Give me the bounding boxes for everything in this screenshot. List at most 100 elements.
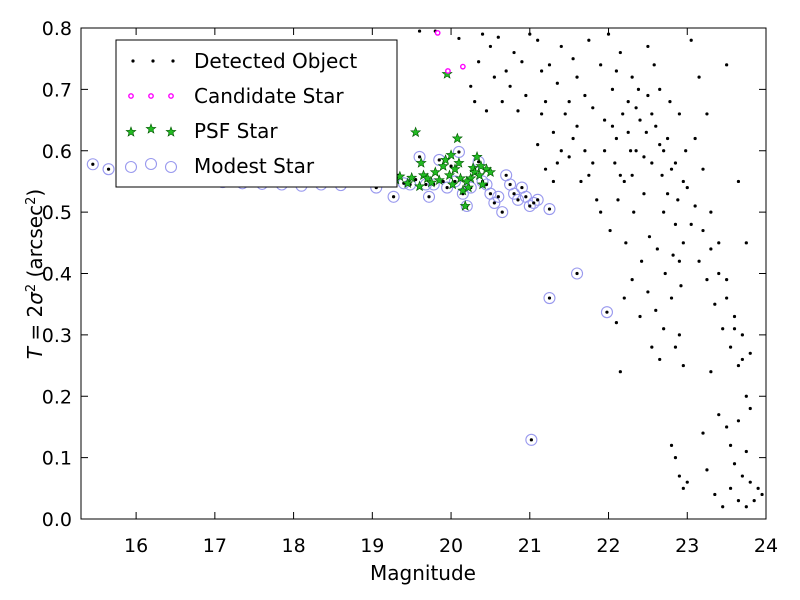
legend-candidate-marker-3	[168, 93, 174, 99]
detected-object-point-72	[516, 109, 520, 113]
detected-object-point-143	[660, 173, 664, 177]
detected-object-point-222	[760, 492, 764, 497]
detected-object-point-188	[721, 327, 725, 331]
modest-star-point-40	[527, 196, 540, 209]
detected-object-point-170	[662, 327, 666, 331]
detected-object-point-167	[638, 314, 642, 319]
modest-star-point-35	[507, 187, 521, 200]
detected-object-point-128	[677, 112, 681, 116]
detected-object-point-153	[634, 106, 638, 110]
psf-star-point-13	[433, 174, 445, 185]
detected-object-point-156	[658, 143, 662, 147]
detected-object-point-162	[646, 93, 650, 98]
y-axis-title-close: )	[23, 189, 47, 197]
psf-star-point-8	[413, 180, 426, 192]
detected-object-point-103	[591, 161, 595, 165]
detected-object-point-177	[614, 321, 619, 325]
psf-star-point-10	[421, 172, 434, 184]
detected-object-point-96	[536, 143, 540, 147]
detected-object-point-79	[540, 69, 544, 73]
legend-modest-label: Modest Star	[194, 154, 315, 178]
detected-object-point-23	[424, 182, 428, 187]
detected-object-point-102	[583, 93, 587, 98]
y-tick-label-6: 0.6	[42, 141, 72, 163]
x-tick-label-18: 18	[281, 535, 305, 557]
modest-star-point-44	[543, 291, 556, 305]
detected-object-point-141	[652, 63, 656, 67]
modest-star-point-47	[441, 181, 454, 194]
detected-object-point-227	[744, 505, 748, 509]
detected-object-point-1	[106, 167, 111, 171]
detected-object-point-150	[610, 124, 615, 128]
detected-object-point-22	[417, 155, 422, 159]
legend-item-modest: Modest Star	[124, 154, 315, 178]
x-tick-label-24: 24	[754, 535, 778, 557]
psf-star-point-19	[451, 132, 463, 144]
detected-object-point-194	[744, 394, 748, 398]
detected-object-point-60	[473, 100, 477, 104]
legend-detected-label: Detected Object	[194, 49, 357, 73]
detected-object-point-163	[662, 149, 666, 153]
detected-object-point-219	[748, 480, 752, 484]
y-tick-label-3: 0.3	[42, 325, 72, 347]
detected-object-point-214	[728, 443, 733, 447]
legend-detected-marker-1	[131, 59, 135, 63]
detected-object-point-178	[618, 370, 622, 374]
x-tick-label-17: 17	[203, 535, 227, 557]
detected-object-point-165	[622, 296, 626, 300]
detected-object-point-85	[563, 112, 567, 116]
legend-psf-marker-3	[165, 126, 177, 137]
y-tick-label-4: 0.4	[42, 264, 72, 286]
detected-object-point-95	[602, 118, 607, 122]
detected-object-point-226	[736, 498, 741, 503]
psf-star-point-24	[467, 162, 479, 173]
modest-star-point-21	[427, 178, 440, 191]
psf-star-point-16	[443, 169, 456, 181]
detected-object-point-145	[668, 100, 672, 104]
detected-object-point-26	[437, 158, 441, 162]
detected-object-point-70	[500, 100, 504, 104]
psf-star-point-5	[402, 177, 414, 189]
detected-object-point-217	[740, 474, 744, 478]
detected-object-point-92	[591, 106, 595, 110]
detected-object-point-46	[516, 198, 520, 202]
detected-object-point-39	[488, 192, 493, 196]
detected-object-point-123	[658, 87, 662, 91]
detected-object-point-161	[630, 173, 634, 177]
detected-object-point-232	[685, 480, 689, 484]
detected-object-point-142	[655, 247, 659, 251]
detected-object-point-42	[500, 210, 504, 214]
y-tick-label-1: 0.1	[42, 448, 72, 470]
detected-object-point-122	[654, 124, 658, 128]
y-axis-title: T = 2σ2 (arcsec2)	[23, 189, 47, 359]
detected-object-point-204	[732, 327, 737, 331]
detected-object-point-184	[705, 278, 709, 282]
detected-object-point-220	[752, 498, 756, 503]
detected-object-point-115	[626, 100, 630, 104]
modest-star-point-32	[496, 206, 509, 219]
detected-object-point-151	[618, 173, 622, 177]
x-tick-label-21: 21	[518, 535, 542, 557]
psf-star-point-36	[453, 157, 465, 168]
psf-star-point-31	[475, 160, 487, 171]
detected-object-point-212	[717, 413, 721, 417]
x-tick-label-19: 19	[360, 535, 384, 557]
modest-star-point-45	[600, 306, 614, 319]
detected-object-point-74	[492, 75, 496, 79]
detected-object-point-158	[673, 161, 678, 165]
detected-object-point-207	[725, 63, 729, 67]
detected-object-point-135	[628, 149, 633, 153]
psf-star-point-18	[449, 163, 461, 174]
psf-star-point-14	[437, 160, 449, 171]
detected-object-point-199	[693, 136, 697, 141]
detected-object-point-118	[638, 118, 642, 122]
modest-star-point-15	[387, 190, 400, 203]
detected-object-point-64	[488, 44, 493, 49]
detected-object-point-91	[587, 38, 591, 42]
psf-star-point-25	[469, 166, 481, 177]
detected-object-point-55	[605, 310, 609, 314]
detected-object-point-84	[559, 44, 563, 49]
detected-object-point-154	[642, 155, 646, 159]
detected-object-point-51	[536, 198, 540, 202]
candidate-star-point-0	[434, 30, 441, 36]
